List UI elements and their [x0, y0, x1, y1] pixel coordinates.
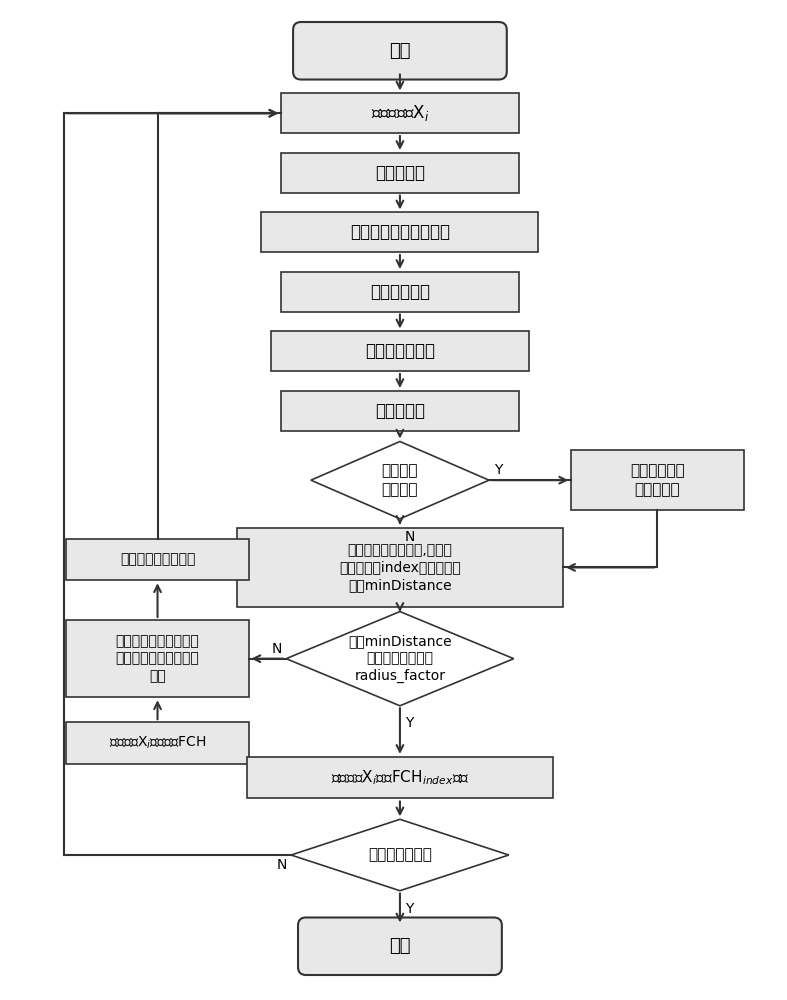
- Polygon shape: [286, 612, 514, 706]
- Text: 是否有新
的簇出现: 是否有新 的簇出现: [382, 463, 418, 497]
- Text: 找到离该点最近的簇,并记录
该簇的下标index，与该簇的
距离minDistance: 找到离该点最近的簇,并记录 该簇的下标index，与该簇的 距离minDista…: [339, 543, 461, 592]
- Bar: [66, 722, 249, 764]
- Text: 限制最大簇个数: 限制最大簇个数: [365, 342, 435, 360]
- FancyBboxPatch shape: [293, 22, 507, 80]
- Text: 分裂达到分裂条件的簇: 分裂达到分裂条件的簇: [350, 223, 450, 241]
- Bar: [66, 539, 249, 580]
- Bar: [246, 757, 553, 798]
- Bar: [281, 93, 519, 133]
- Text: 结束: 结束: [390, 937, 411, 955]
- Text: N: N: [272, 642, 282, 656]
- Bar: [261, 212, 538, 252]
- Text: 衰减所有簇: 衰减所有簇: [375, 164, 425, 182]
- Text: 重新计算所有
簇的特征维: 重新计算所有 簇的特征维: [630, 463, 685, 497]
- Bar: [571, 450, 744, 510]
- Text: 如果minDistance
小于最小距离阀值
radius_factor: 如果minDistance 小于最小距离阀值 radius_factor: [348, 634, 452, 683]
- FancyBboxPatch shape: [298, 917, 502, 975]
- Bar: [281, 272, 519, 312]
- Text: 将数据点X$_i$加入FCH$_{index}$簇中: 将数据点X$_i$加入FCH$_{index}$簇中: [331, 768, 469, 787]
- Bar: [281, 391, 519, 431]
- Bar: [237, 528, 563, 607]
- Polygon shape: [311, 441, 489, 519]
- Text: 数据流是否结束: 数据流是否结束: [368, 848, 432, 863]
- Text: N: N: [405, 530, 416, 544]
- Text: 为数据点X$_i$建立新的FCH: 为数据点X$_i$建立新的FCH: [109, 735, 206, 751]
- Polygon shape: [291, 819, 508, 891]
- Text: 开始: 开始: [390, 42, 411, 60]
- Text: 等待新的数据点到达: 等待新的数据点到达: [120, 552, 195, 566]
- Text: 标记活跃簇: 标记活跃簇: [375, 402, 425, 420]
- Text: Y: Y: [405, 902, 413, 916]
- Text: 遍历所有簇，找到离群
簇，输出离群簇中的离
群点: 遍历所有簇，找到离群 簇，输出离群簇中的离 群点: [116, 634, 199, 683]
- Text: Y: Y: [405, 716, 413, 730]
- Bar: [66, 620, 249, 697]
- Bar: [272, 331, 529, 371]
- Text: N: N: [276, 858, 286, 872]
- Bar: [281, 153, 519, 193]
- Text: 接收数据点X$_i$: 接收数据点X$_i$: [371, 103, 429, 123]
- Text: Y: Y: [494, 463, 502, 477]
- Text: 合并重叠的簇: 合并重叠的簇: [370, 283, 430, 301]
